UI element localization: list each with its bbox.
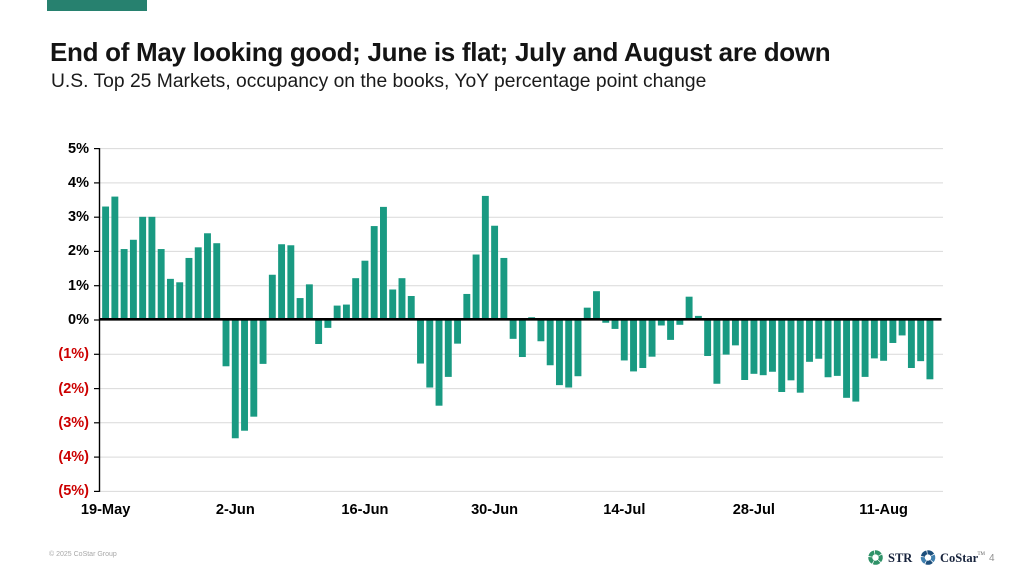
svg-text:4: 4 — [989, 553, 995, 564]
svg-text:STR: STR — [888, 551, 913, 565]
svg-text:TM: TM — [978, 552, 986, 557]
svg-text:CoStar: CoStar — [940, 551, 979, 565]
